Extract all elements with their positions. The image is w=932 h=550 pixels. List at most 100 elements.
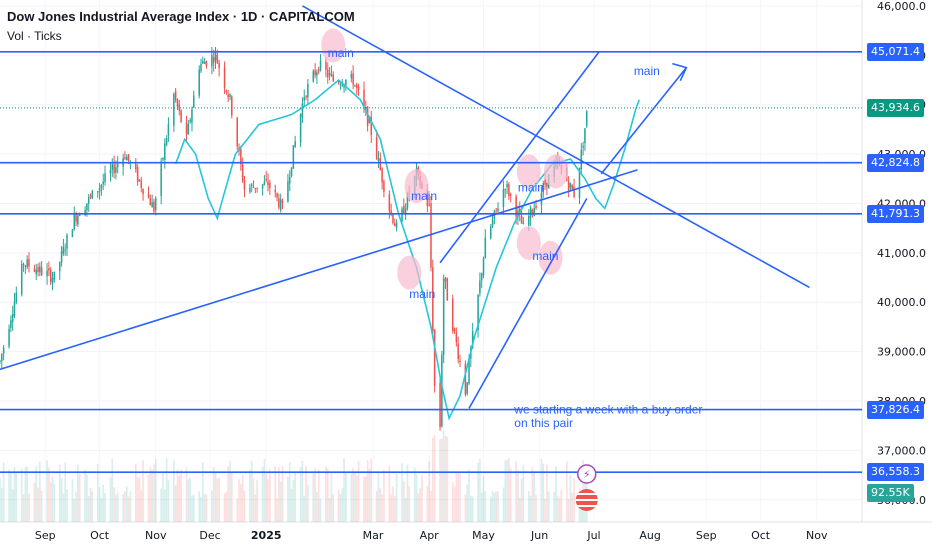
volume-bar [91, 491, 94, 522]
candle-body [468, 358, 470, 384]
volume-bar [428, 461, 431, 522]
volume-bar [249, 469, 251, 522]
candle-body [240, 148, 242, 165]
volume-indicator-label[interactable]: Vol · Ticks [7, 29, 62, 43]
candle-body [441, 354, 443, 427]
y-tick-label: 40,000.0 [877, 296, 926, 309]
candle-body [489, 226, 492, 239]
volume-bar [151, 469, 153, 522]
volume-bar [527, 490, 530, 522]
annotation-text: main [411, 189, 437, 203]
candle-body [317, 69, 320, 72]
volume-bar [314, 468, 316, 522]
volume-bar [533, 471, 536, 522]
candle-body [466, 382, 468, 394]
volume-bar [15, 471, 18, 522]
volume-bar [307, 484, 309, 522]
volume-bar [163, 489, 166, 522]
candle-body [354, 85, 356, 87]
candle-body [457, 343, 459, 360]
volume-bar [567, 498, 570, 522]
volume-bar [392, 486, 394, 522]
volume-bar [573, 478, 575, 522]
volume-bar [20, 468, 23, 522]
candle-body [571, 185, 574, 190]
volume-bar [509, 468, 512, 522]
volume-bar [402, 481, 405, 522]
candle-body [98, 187, 101, 192]
candle-body [97, 191, 99, 193]
volume-bar [464, 494, 467, 522]
volume-bar [502, 487, 505, 522]
candle-body [573, 187, 575, 197]
volume-bar [325, 466, 327, 522]
candle-body [100, 185, 103, 188]
candle-body [279, 199, 282, 211]
volume-bar [66, 489, 68, 522]
volume-bar [471, 496, 474, 522]
volume-bar [370, 458, 373, 522]
volume-bar [381, 494, 383, 522]
volume-bar [413, 467, 416, 522]
volume-bar [479, 458, 481, 522]
y-tick-label: 37,000.0 [877, 444, 926, 457]
candle-body [218, 62, 220, 69]
volume-bar [24, 466, 27, 522]
volume-bar [265, 473, 268, 522]
candle-body [355, 84, 358, 88]
candle-body [37, 267, 39, 272]
volume-bar [444, 435, 447, 522]
candle-body [540, 192, 543, 206]
candle-body [294, 141, 296, 147]
volume-bar [60, 478, 63, 522]
candle-body [535, 205, 537, 209]
volume-bar [305, 465, 307, 522]
last-price-tag: 43,934.6 [867, 98, 924, 117]
y-tick-label: 46,000.0 [877, 0, 926, 13]
candle-body [11, 314, 14, 323]
volume-bar [216, 478, 219, 522]
candle-body [453, 328, 456, 332]
volume-bar [26, 466, 29, 522]
x-tick-label: 2025 [251, 529, 282, 542]
candle-body [459, 360, 461, 363]
candle-body [357, 86, 360, 91]
volume-bar [546, 464, 548, 522]
x-tick-label: Mar [363, 529, 384, 542]
candle-body [508, 184, 510, 197]
candle-body [484, 237, 487, 259]
volume-bar [332, 494, 335, 522]
volume-bar [433, 435, 436, 522]
candle-body [225, 90, 228, 92]
candle-body [256, 187, 258, 189]
candle-body [140, 180, 143, 188]
volume-bar [343, 458, 345, 522]
annotation-text: main [634, 64, 660, 78]
volume-bar [40, 490, 43, 522]
candle-body [529, 207, 532, 218]
volume-bar [229, 460, 231, 522]
volume-bar [357, 460, 360, 522]
highlight-ellipse [321, 28, 346, 63]
volume-bar [22, 494, 25, 522]
candle-body [368, 118, 371, 124]
volume-bar [276, 498, 278, 522]
candle-body [370, 116, 373, 135]
volume-bar [466, 484, 469, 522]
candle-body [13, 301, 16, 317]
highlight-ellipse [538, 240, 563, 275]
chart-title: Dow Jones Industrial Average Index · 1D … [7, 9, 355, 24]
volume-bar [518, 497, 521, 522]
candle-body [444, 277, 447, 282]
volume-bar [529, 495, 532, 522]
volume-bar [13, 466, 16, 522]
volume-bar [431, 437, 434, 522]
highlight-ellipse [397, 255, 422, 290]
volume-bar [33, 483, 36, 522]
volume-bar [560, 489, 563, 522]
candle-body [316, 72, 318, 76]
volume-bar [517, 470, 519, 522]
candle-body [104, 173, 106, 182]
candle-body [330, 74, 333, 76]
